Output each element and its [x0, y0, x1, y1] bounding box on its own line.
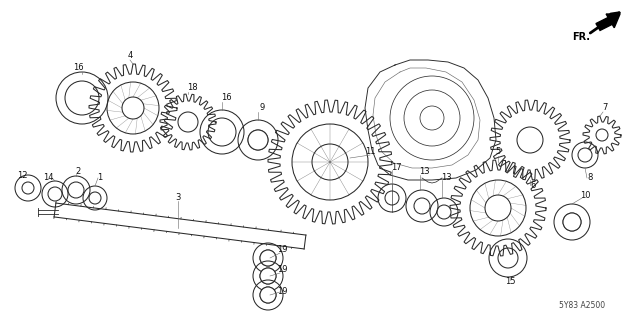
Text: 19: 19 — [276, 245, 287, 254]
Text: 16: 16 — [220, 93, 231, 102]
Text: 1: 1 — [97, 173, 103, 182]
Text: 3: 3 — [175, 194, 181, 203]
Text: 19: 19 — [276, 266, 287, 275]
Text: 5: 5 — [496, 148, 501, 156]
Circle shape — [563, 213, 581, 231]
Text: 13: 13 — [419, 167, 429, 177]
Text: 13: 13 — [441, 173, 451, 182]
Circle shape — [248, 130, 268, 150]
Text: 10: 10 — [580, 190, 590, 199]
Text: FR.: FR. — [572, 32, 590, 42]
Text: 17: 17 — [390, 164, 401, 172]
Text: 19: 19 — [276, 287, 287, 297]
Text: 9: 9 — [259, 103, 264, 113]
Text: 6: 6 — [531, 180, 536, 189]
Text: 7: 7 — [603, 103, 608, 113]
Text: 8: 8 — [587, 173, 592, 182]
Text: 5Y83 A2500: 5Y83 A2500 — [559, 301, 605, 310]
Circle shape — [260, 250, 276, 266]
Text: 18: 18 — [187, 84, 197, 92]
Text: 4: 4 — [127, 51, 132, 60]
Text: 11: 11 — [365, 148, 375, 156]
Text: 15: 15 — [505, 277, 515, 286]
Circle shape — [260, 287, 276, 303]
Text: 12: 12 — [17, 171, 27, 180]
Text: 2: 2 — [75, 167, 81, 177]
Polygon shape — [596, 14, 620, 30]
Circle shape — [260, 268, 276, 284]
Text: 16: 16 — [73, 63, 83, 73]
Text: 14: 14 — [43, 173, 54, 182]
